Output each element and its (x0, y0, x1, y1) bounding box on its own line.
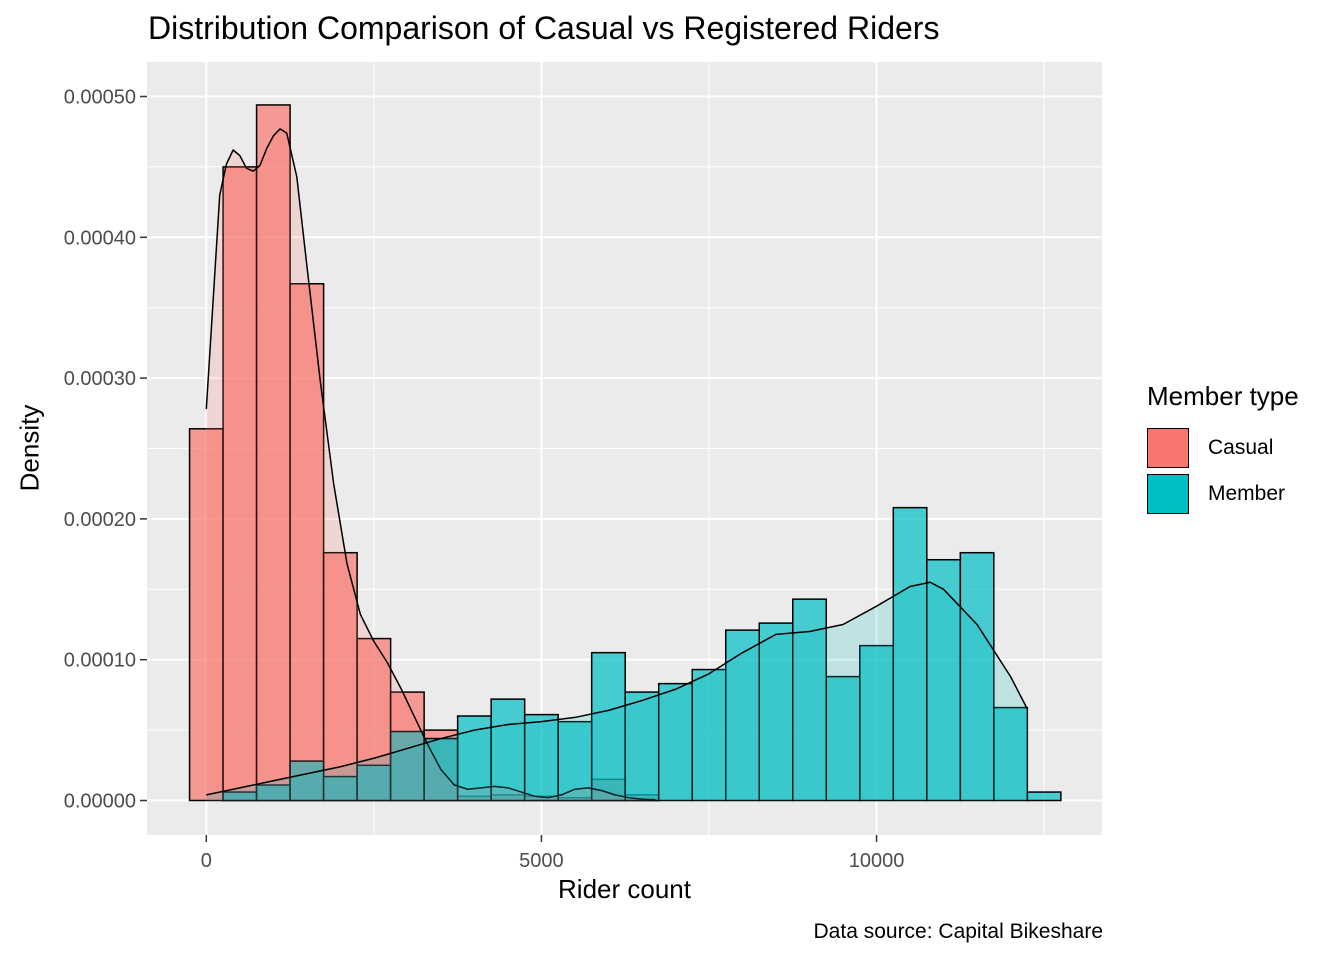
x-axis-ticks: 0 5000 10000 (201, 835, 905, 872)
member-bar (993, 706, 1029, 802)
y-axis-ticks: 0.00000 0.00010 0.00020 0.00030 0.00040 0.000… (64, 86, 147, 813)
casual-density-area (206, 128, 656, 801)
member-bar (758, 622, 794, 802)
member-density-curve (206, 581, 1029, 796)
chart-title: Distribution Comparison of Casual vs Reg… (148, 10, 940, 46)
density-curves (205, 128, 1029, 801)
casual-bar (255, 104, 291, 802)
member-bar (590, 651, 626, 802)
member-bar (356, 764, 392, 802)
casual-density-curve (205, 128, 656, 801)
member-bar (959, 551, 995, 802)
member-histogram (222, 506, 1062, 802)
x-axis-label: Rider count (558, 874, 691, 904)
legend-label-member: Member (1208, 482, 1286, 505)
member-bar (724, 629, 760, 802)
member-density-area (206, 582, 1028, 801)
legend-key-member (1147, 474, 1189, 514)
legend-key-casual (1147, 428, 1189, 468)
caption: Data source: Capital Bikeshare (813, 920, 1103, 943)
legend-label-casual: Casual (1208, 436, 1274, 459)
casual-histogram (188, 104, 660, 802)
y-tick-label: 0.00010 (64, 650, 136, 672)
legend-item-casual: Casual (1147, 426, 1273, 470)
y-tick-label: 0.00030 (64, 368, 136, 390)
x-tick-label: 5000 (519, 850, 564, 872)
y-axis-label: Density (14, 404, 45, 492)
member-bar (1026, 791, 1062, 802)
y-tick-label: 0.00000 (64, 791, 136, 813)
x-tick-label: 10000 (849, 850, 905, 872)
member-bar (892, 506, 928, 802)
member-bar (825, 675, 861, 802)
member-bar (691, 668, 727, 802)
legend-title: Member type (1147, 381, 1299, 411)
member-bar (523, 713, 559, 802)
member-bar (490, 698, 526, 802)
casual-bar (222, 166, 258, 802)
casual-bar (188, 428, 224, 802)
y-tick-label: 0.00020 (64, 509, 136, 531)
x-tick-label: 0 (201, 850, 212, 872)
legend-item-member: Member (1147, 472, 1285, 516)
y-tick-label: 0.00040 (64, 227, 136, 249)
casual-bar (289, 283, 325, 802)
y-tick-label: 0.00050 (64, 86, 136, 108)
